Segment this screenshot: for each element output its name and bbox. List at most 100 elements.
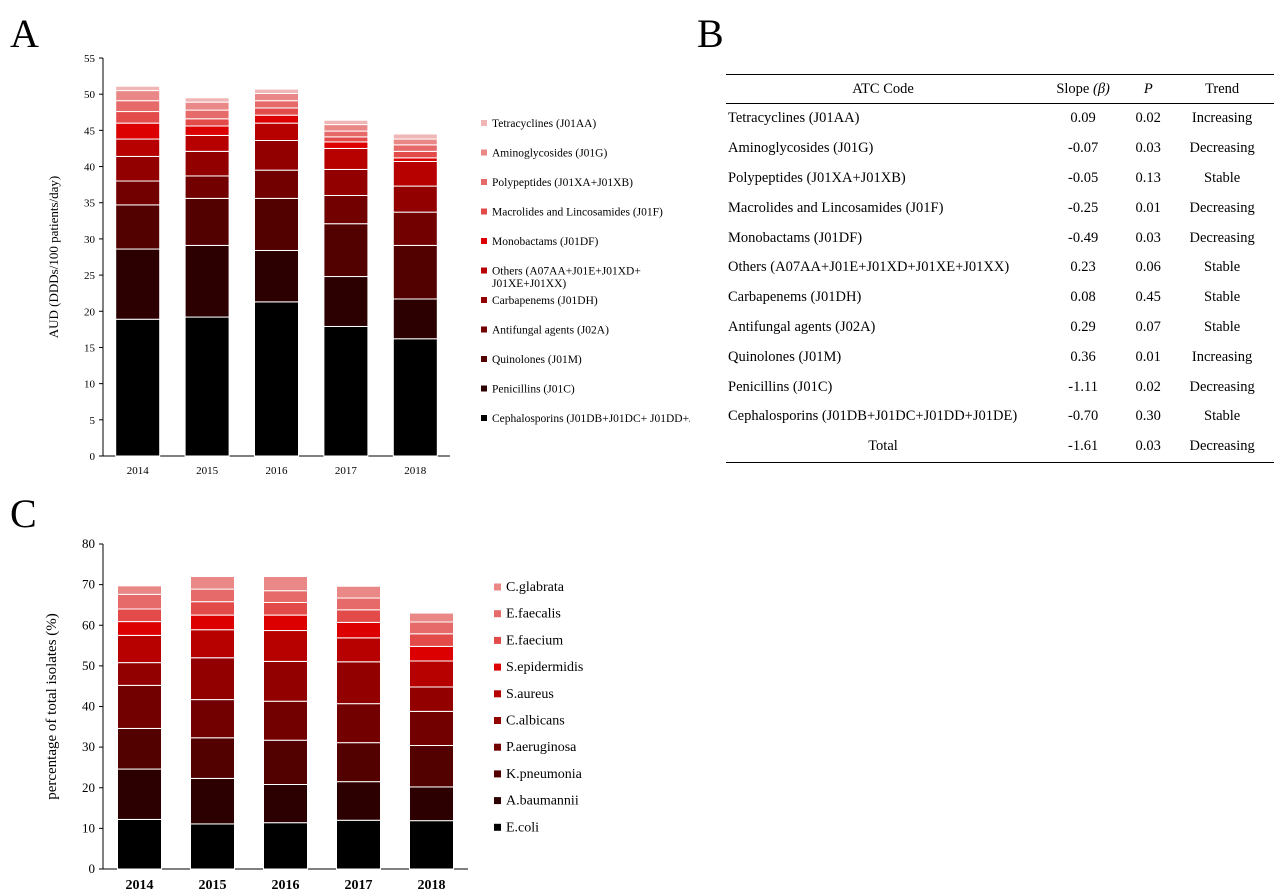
legend-swatch bbox=[481, 238, 487, 244]
bar-segment bbox=[263, 630, 308, 662]
y-tick-label: 15 bbox=[84, 342, 96, 354]
y-tick-label: 20 bbox=[82, 780, 95, 795]
cell-trend: Stable bbox=[1204, 408, 1241, 425]
legend-swatch bbox=[494, 636, 501, 644]
legend-label: Tetracyclines (J01AA) bbox=[492, 118, 596, 130]
bar-segment bbox=[409, 660, 454, 688]
table-row: Aminoglycosides (J01G) -0.07 0.03 Decreasin… bbox=[726, 134, 1274, 164]
header-p: P bbox=[1126, 74, 1171, 104]
y-tick-label: 20 bbox=[84, 306, 96, 318]
x-tick-label: 2018 bbox=[404, 465, 427, 477]
cell-slope: -0.05 bbox=[1068, 169, 1099, 186]
x-tick-label: 2016 bbox=[266, 465, 289, 477]
cell-trend: Stable bbox=[1204, 169, 1241, 186]
bar-segment bbox=[409, 686, 454, 712]
table-header-row: ATC Code Slope (β) P Trend bbox=[726, 74, 1274, 104]
bar-segment bbox=[392, 138, 438, 146]
legend-label: Monobactams (J01DF) bbox=[492, 236, 599, 248]
bar-segment bbox=[392, 150, 438, 159]
cell-slope: -1.61 bbox=[1040, 431, 1127, 463]
cell-atc-code: Penicillins (J01C) bbox=[728, 378, 833, 395]
cell-p: 0.02 bbox=[1135, 110, 1161, 127]
bar-segment bbox=[336, 742, 381, 783]
y-tick-label: 70 bbox=[82, 577, 95, 592]
bar-segment bbox=[323, 276, 369, 327]
bar-segment bbox=[117, 727, 162, 770]
bar-segment bbox=[115, 138, 161, 157]
cell-trend: Decreasing bbox=[1170, 431, 1274, 463]
cell-p: 0.01 bbox=[1135, 199, 1161, 216]
bar-segment bbox=[409, 786, 454, 822]
legend-label: A.baumannii bbox=[506, 794, 579, 809]
y-tick-label: 50 bbox=[84, 89, 96, 101]
bar-segment bbox=[336, 781, 381, 821]
legend-swatch bbox=[494, 797, 501, 805]
cell-p: 0.13 bbox=[1135, 169, 1161, 186]
bar-segment bbox=[409, 633, 454, 647]
bar-segment bbox=[254, 301, 299, 457]
cell-p: 0.03 bbox=[1135, 229, 1161, 246]
bar-segment bbox=[263, 784, 308, 824]
bar-segment bbox=[184, 125, 230, 136]
header-trend: Trend bbox=[1170, 74, 1274, 104]
bar-segment bbox=[336, 621, 381, 639]
bar-segment bbox=[323, 124, 369, 132]
slope-table: ATC Code Slope (β) P Trend Tetracyclines… bbox=[726, 74, 1274, 463]
cell-p: 0.06 bbox=[1135, 259, 1161, 276]
legend-label: S.aureus bbox=[506, 687, 554, 702]
legend-swatch bbox=[481, 120, 487, 126]
bar-segment bbox=[392, 244, 438, 300]
bar-segment bbox=[254, 249, 299, 303]
bar-segment bbox=[190, 737, 235, 779]
chart-c-isolates: 0 10 20 30 40 50 60 70 80 percentage of total iso… bbox=[44, 536, 583, 893]
bar-segment bbox=[263, 700, 308, 741]
cell-p: 0.01 bbox=[1135, 348, 1161, 365]
cell-atc-code: Antifungal agents (J02A) bbox=[728, 318, 876, 335]
table-total-row: Total -1.61 0.03 Decreasing bbox=[726, 431, 1274, 463]
bar-segment bbox=[190, 601, 235, 616]
cell-slope: 0.08 bbox=[1070, 289, 1096, 306]
legend-swatch bbox=[481, 385, 487, 392]
bar-segment bbox=[190, 777, 235, 825]
cell-atc-code: Quinolones (J01M) bbox=[728, 348, 842, 365]
legend-label: K.pneumonia bbox=[506, 767, 583, 782]
bar-segment bbox=[254, 139, 299, 171]
cell-atc-code: Others (A07AA+J01E+J01XD+J01XE+J01XX) bbox=[728, 259, 1010, 276]
bar-segment bbox=[117, 608, 162, 623]
legend-swatch bbox=[494, 717, 501, 724]
bar-segment bbox=[254, 92, 299, 102]
bar-segment bbox=[184, 244, 230, 318]
bar-segment bbox=[184, 316, 230, 457]
bar-segment bbox=[336, 661, 381, 705]
cell-trend: Stable bbox=[1204, 318, 1241, 335]
x-tick-label: 2017 bbox=[335, 465, 358, 477]
bar-segment bbox=[117, 684, 162, 729]
bar-segment bbox=[184, 118, 230, 127]
bar-segment bbox=[392, 298, 438, 340]
legend-label: Polypeptides (J01XA+J01XB) bbox=[492, 177, 633, 189]
cell-atc-code: Total bbox=[726, 431, 1040, 463]
table-row: Cephalosporins (J01DB+J01DC+J01DD+J01DE)… bbox=[726, 402, 1274, 432]
x-tick-label: 2018 bbox=[418, 878, 446, 893]
cell-slope: -0.25 bbox=[1068, 199, 1099, 216]
legend-label: E.coli bbox=[506, 820, 539, 835]
bar-segment bbox=[409, 612, 454, 623]
table-row: Antifungal agents (J02A) 0.29 0.07 Stable bbox=[726, 313, 1274, 343]
header-slope-text: Slope bbox=[1056, 80, 1093, 97]
legend-label: S.epidermidis bbox=[506, 660, 583, 675]
legend-swatch bbox=[481, 149, 487, 156]
bar-segment bbox=[254, 114, 299, 124]
legend-swatch bbox=[481, 297, 487, 303]
cell-slope: -0.70 bbox=[1068, 408, 1099, 425]
legend-swatch bbox=[481, 326, 487, 333]
cell-trend: Increasing bbox=[1191, 348, 1253, 365]
table-row: Penicillins (J01C) -1.11 0.02 Decreasing bbox=[726, 372, 1274, 402]
bar-segment bbox=[117, 621, 162, 636]
legend-label: Cephalosporins (J01DB+J01DC+ J01DD+J01DE… bbox=[492, 413, 690, 425]
legend-swatch bbox=[494, 690, 501, 698]
bar-segment bbox=[115, 100, 161, 113]
bar-segment bbox=[336, 819, 381, 870]
bar-segment bbox=[254, 169, 299, 199]
bar-segment bbox=[323, 325, 369, 457]
cell-p: 0.45 bbox=[1135, 289, 1161, 306]
